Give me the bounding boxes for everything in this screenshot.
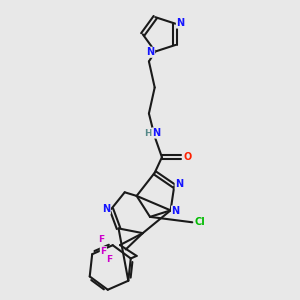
- Text: Cl: Cl: [195, 217, 206, 227]
- Text: F: F: [100, 247, 106, 256]
- Text: N: N: [152, 128, 160, 138]
- Text: N: N: [176, 18, 184, 28]
- Text: F: F: [106, 255, 112, 264]
- Text: N: N: [102, 204, 110, 214]
- Text: N: N: [146, 47, 154, 57]
- Text: H: H: [144, 128, 152, 137]
- Text: F: F: [98, 235, 105, 244]
- Text: N: N: [172, 206, 180, 216]
- Text: N: N: [175, 179, 183, 189]
- Text: O: O: [183, 152, 191, 162]
